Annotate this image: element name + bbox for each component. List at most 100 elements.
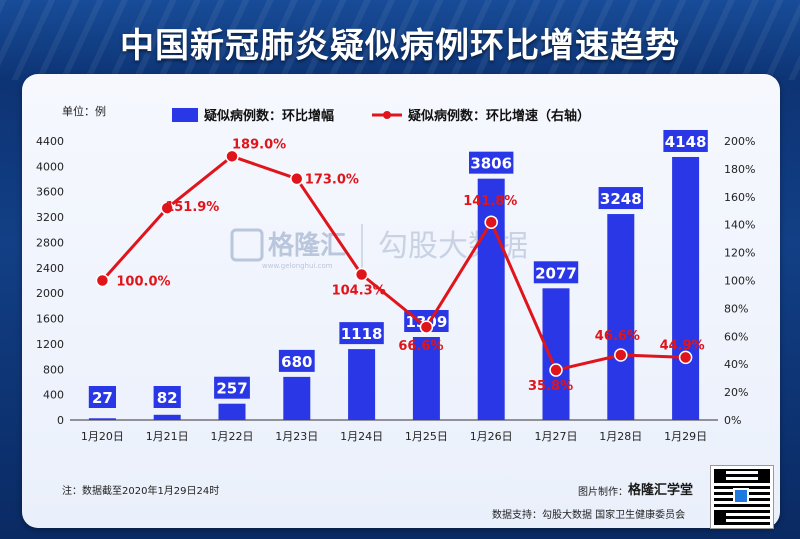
bar-value-label-bg [153,386,181,408]
bar-value-label-bg [598,187,643,210]
x-tick-label: 1月20日 [81,430,124,443]
bar-value-label: 82 [157,389,178,407]
y-left-tick-label: 3200 [36,211,64,224]
line-point [95,273,110,288]
line-value-label: 35.8% [528,379,573,394]
y-right-tick-label: 40% [724,358,748,371]
bar-value-label-bg [214,376,250,399]
x-tick-label: 1月29日 [664,430,707,443]
x-tick-label: 1月21日 [146,430,189,443]
legend-line-marker [383,111,391,119]
bar [283,376,311,420]
y-right-tick-label: 80% [724,302,748,315]
x-tick-label: 1月23日 [275,430,318,443]
y-left-tick-label: 2400 [36,262,64,275]
y-left-tick-label: 4400 [36,135,64,148]
line-point [419,320,434,334]
bar [153,414,181,420]
chart-card [22,74,780,528]
x-tick-label: 1月27日 [535,430,578,443]
y-left-tick-label: 2000 [36,287,64,300]
line-point [614,348,628,362]
bar [542,288,570,420]
line-value-label: 46.6% [595,329,640,344]
x-tick-label: 1月26日 [470,430,513,443]
bar [477,178,505,420]
bar [672,156,700,420]
line-value-label: 66.6% [398,339,443,354]
y-right-tick-label: 100% [724,275,755,288]
bar-value-label: 2077 [535,264,577,282]
y-left-tick-label: 800 [43,363,64,376]
footnote: 注：数据截至2020年1月29日24时 [62,486,220,497]
line-point [290,171,304,186]
bar-value-label-bg [88,386,116,408]
credit-brand: 格隆汇学堂 [628,483,694,498]
credit-source: 数据支持：勾股大数据 国家卫生健康委员会 [492,510,686,521]
line-value-label: 104.3% [332,284,386,299]
line-point [225,149,239,164]
line-point [549,363,563,377]
line-value-label: 141.8% [463,194,517,209]
y-right-tick-label: 160% [724,191,755,204]
y-left-tick-label: 3600 [36,186,64,199]
y-left-tick-label: 1200 [36,338,64,351]
bar-value-label: 3248 [600,190,642,208]
line-value-label: 173.0% [305,173,359,188]
legend-bar-label: 疑似病例数：环比增幅 [204,108,334,124]
y-right-tick-label: 200% [724,135,755,148]
y-left-tick-label: 4000 [36,160,64,173]
legend-line-label: 疑似病例数：环比增速（右轴） [408,108,590,124]
unit-label: 单位：例 [62,104,106,118]
watermark-brand: 格隆汇 [268,230,346,261]
bar [412,336,440,420]
bar-value-label-bg [278,349,315,372]
bar-value-label-bg [533,261,579,284]
x-tick-label: 1月24日 [340,430,383,443]
bar-value-label: 27 [92,389,113,407]
y-left-tick-label: 2800 [36,236,64,249]
bar-value-label-bg [339,322,384,345]
bar-value-label: 680 [281,353,312,371]
y-left-tick-label: 0 [57,414,64,427]
bar [218,403,246,420]
header-background [0,0,800,80]
line-point [160,201,174,215]
watermark-text: 勾股大数据 [378,229,528,264]
qr-logo-icon [733,488,749,504]
line-series [101,154,686,372]
y-right-tick-label: 20% [724,386,748,399]
y-right-tick-label: 140% [724,219,755,232]
bar [88,418,116,420]
bar [607,214,635,420]
y-right-tick-label: 60% [724,330,748,343]
x-tick-label: 1月22日 [211,430,254,443]
bar-value-label-bg [663,129,708,152]
bar-value-label: 3806 [470,155,512,173]
line-value-label: 189.0% [232,137,286,152]
line-point [484,215,498,229]
y-left-tick-label: 1600 [36,313,64,326]
bar-value-label-bg [469,151,514,174]
bar [348,349,376,420]
page-title: 中国新冠肺炎疑似病例环比增速趋势 [120,26,680,66]
y-right-tick-label: 120% [724,247,755,260]
bar-value-label: 4148 [665,133,707,151]
line-point [678,350,693,365]
y-right-tick-label: 180% [724,163,755,176]
bar-value-label: 257 [216,380,247,398]
y-left-tick-label: 400 [43,389,64,402]
x-tick-label: 1月25日 [405,430,448,443]
watermark-logo-icon [230,228,264,262]
bar-value-label: 1118 [341,325,383,343]
credit-made-by: 图片制作： [578,487,628,498]
y-right-tick-label: 0% [724,414,741,427]
line-value-label: 151.9% [165,200,219,215]
x-tick-label: 1月28日 [599,430,642,443]
legend-bar-swatch [172,108,198,122]
line-point [354,267,369,282]
line-value-label: 100.0% [116,275,170,290]
watermark-url: www.gelonghui.com [262,262,333,270]
line-value-label: 44.9% [660,338,705,353]
